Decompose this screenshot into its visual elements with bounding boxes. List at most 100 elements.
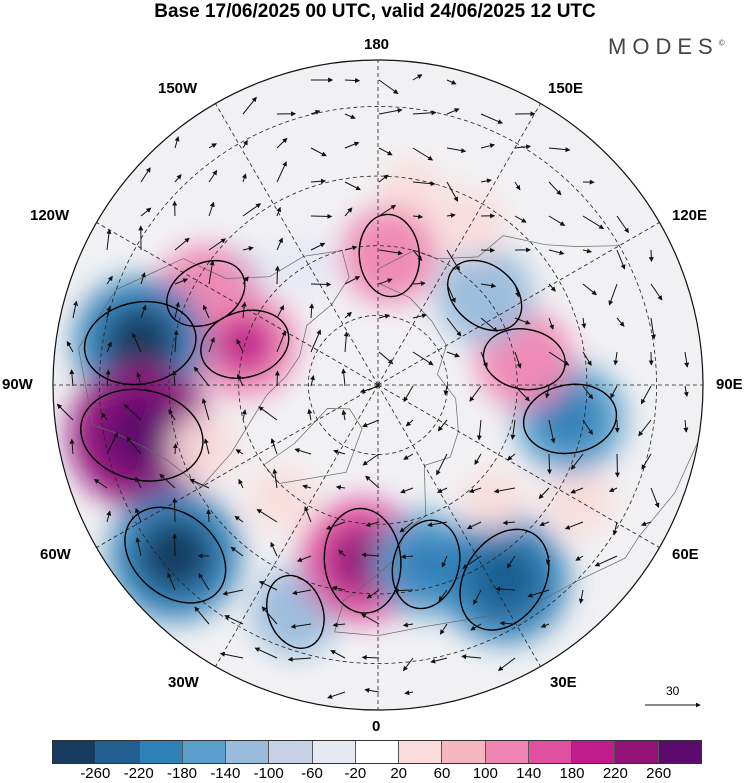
wind-arrow (105, 369, 111, 387)
wind-arrow (540, 623, 550, 628)
wind-arrow (135, 507, 142, 523)
wind-arrow (272, 468, 278, 489)
wind-arrow (106, 432, 118, 455)
legend-swatch (53, 741, 97, 763)
wind-arrow (344, 113, 356, 119)
wind-arrow (582, 419, 593, 435)
wind-arrow (344, 311, 352, 319)
wind-arrow (436, 453, 448, 476)
wind-arrow (608, 487, 618, 492)
wind-arrow (310, 178, 327, 184)
wind-arrow (224, 615, 244, 625)
wind-arrow (242, 246, 254, 252)
contour-line (482, 328, 566, 391)
wind-vectors (56, 74, 690, 699)
wind-arrow (400, 554, 414, 560)
wind-arrow (234, 515, 244, 523)
wind-arrow (193, 366, 210, 387)
legend-tick-label: -100 (253, 765, 284, 782)
wind-arrow (480, 317, 498, 333)
wind-arrow (474, 453, 482, 466)
wind-arrow (344, 77, 361, 83)
anomaly-blob (168, 413, 239, 484)
map-title: Base 17/06/2025 00 UTC, valid 24/06/2025… (154, 1, 596, 22)
wind-arrow (276, 137, 288, 149)
wind-arrow (362, 419, 380, 428)
wind-arrow (140, 167, 151, 183)
wind-arrow (582, 283, 597, 296)
wind-arrow (361, 654, 380, 660)
wind-arrow (612, 521, 618, 536)
legend-swatch (139, 741, 183, 763)
wind-arrow (548, 249, 565, 256)
contour-lines (80, 213, 618, 649)
wind-arrow (208, 260, 215, 285)
wind-arrow (341, 368, 347, 387)
wind-arrow (208, 143, 217, 149)
legend-swatch (226, 741, 270, 763)
contour-line (266, 574, 325, 649)
wind-arrow (310, 329, 322, 353)
contour-line (522, 383, 618, 455)
wind-arrow (412, 280, 426, 286)
lon-label-150w: 150W (158, 80, 198, 97)
lon-label-150e: 150E (548, 80, 584, 97)
wind-arrow (446, 249, 460, 272)
wind-arrow (208, 201, 215, 217)
wind-arrow (640, 521, 652, 527)
wind-arrow (171, 370, 177, 387)
wind-arrow (276, 206, 282, 217)
wind-arrow (325, 521, 346, 530)
anomaly-core (397, 535, 456, 594)
wind-arrow (570, 487, 584, 494)
wind-arrow (208, 337, 215, 353)
wind-arrow (106, 228, 112, 251)
wind-arrow (548, 283, 556, 292)
wind-arrow (222, 589, 244, 596)
wind-arrow (242, 276, 249, 285)
wind-arrow (140, 304, 147, 319)
wind-arrow (135, 476, 142, 489)
wind-arrow (564, 521, 584, 530)
contour-line (358, 213, 421, 298)
legend-swatch (96, 741, 140, 763)
wind-arrow (499, 620, 516, 626)
wind-arrow (136, 371, 142, 387)
wind-arrow (172, 497, 178, 523)
wind-arrow (202, 304, 210, 319)
wind-arrow (343, 331, 349, 353)
wind-arrow (514, 215, 527, 223)
wind-arrow (276, 304, 285, 319)
wind-arrow (276, 161, 287, 183)
wind-arrow (404, 690, 414, 696)
wind-arrow (412, 74, 423, 81)
wind-arrow (101, 412, 108, 421)
wind-arrow (189, 478, 210, 489)
wind-arrow (236, 338, 244, 353)
wind-arrow (198, 572, 210, 591)
wind-arrow (641, 453, 652, 470)
wind-arrow (174, 301, 181, 319)
wind-arrow (538, 487, 550, 500)
wind-arrow (446, 181, 459, 202)
wind-arrow (400, 487, 414, 494)
wind-arrow (359, 385, 380, 394)
wind-arrow (360, 613, 380, 625)
wind-arrow (402, 622, 414, 628)
wind-arrow (270, 541, 278, 557)
wind-arrow (412, 110, 437, 116)
legend-swatch (442, 741, 486, 763)
wind-arrow (476, 419, 482, 441)
brand-logo: MODES© (608, 34, 725, 59)
wind-arrow (480, 178, 492, 184)
wind-arrow (172, 443, 178, 455)
wind-arrow (438, 589, 448, 602)
lon-label-60e: 60E (672, 546, 699, 563)
wind-arrow (439, 623, 448, 635)
wind-arrow (258, 406, 278, 421)
wind-arrow (310, 147, 327, 157)
lon-label-180: 180 (364, 36, 390, 53)
lon-label-0: 0 (372, 718, 381, 735)
contour-line (391, 519, 461, 610)
wind-arrow (582, 351, 592, 367)
